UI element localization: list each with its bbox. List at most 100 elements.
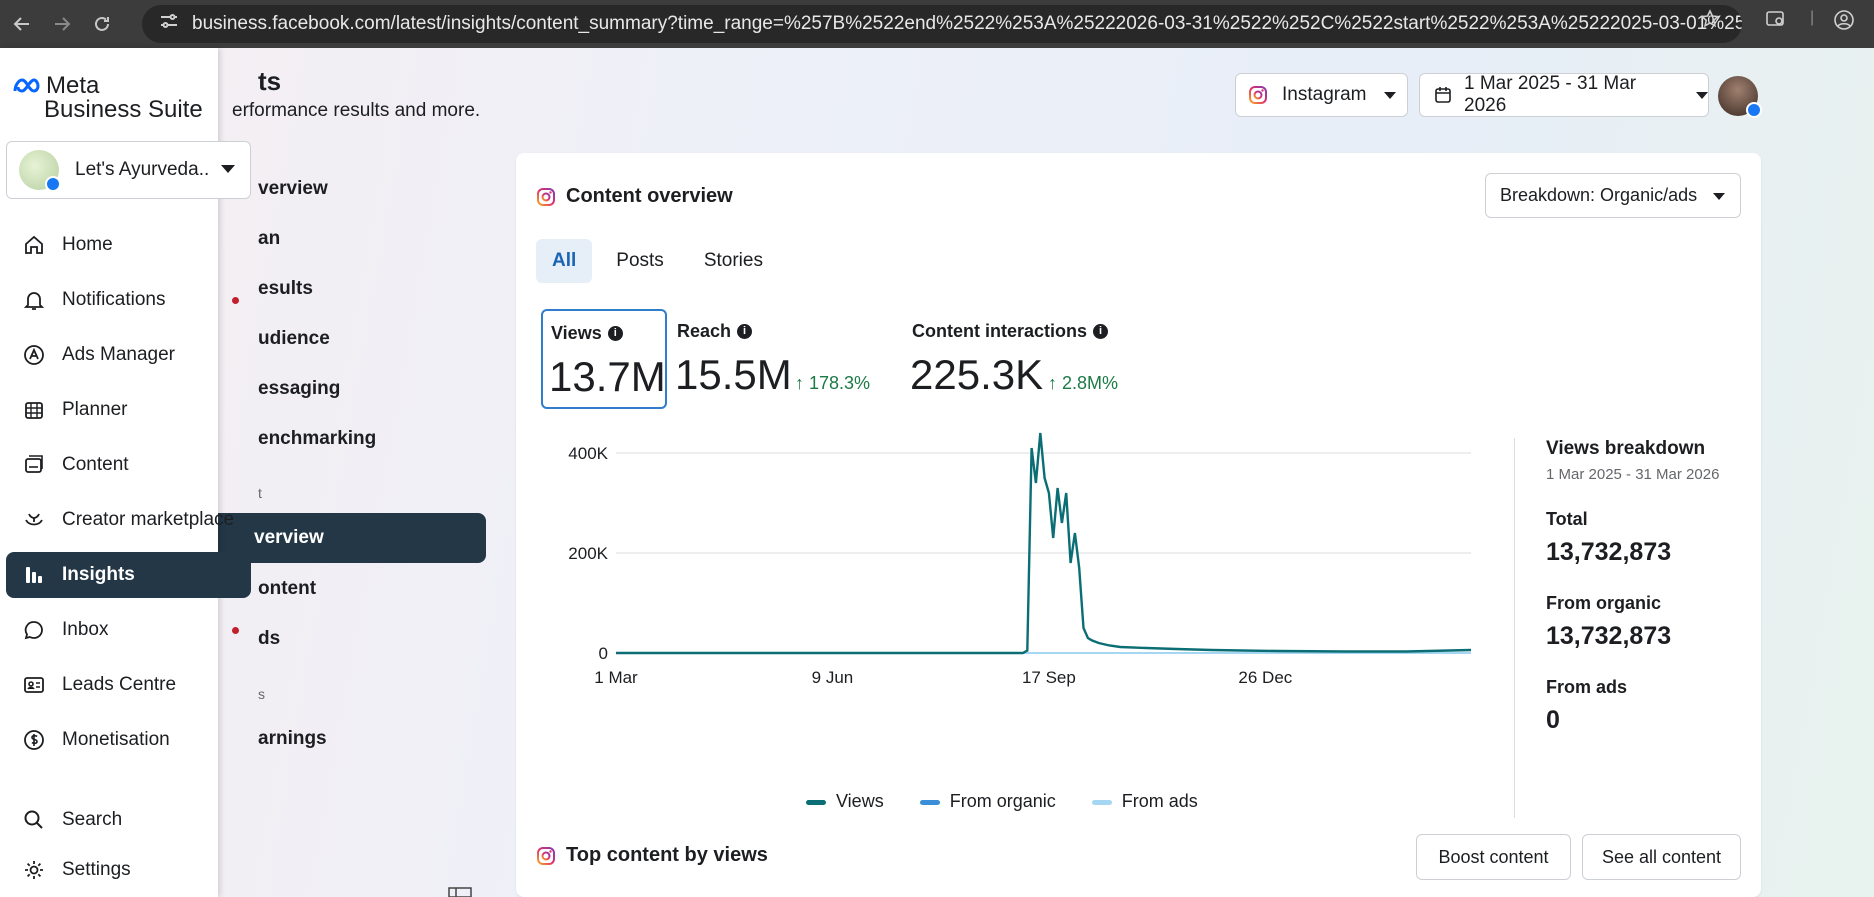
page-title: ts (258, 66, 282, 96)
breakdown-ads-label: From ads (1546, 677, 1628, 697)
page-background: ts erformance results and more. verview … (0, 48, 1874, 897)
inbox-dot (232, 627, 239, 634)
legend-swatch (806, 799, 826, 805)
insights-icon (20, 561, 48, 589)
more-icon (20, 772, 48, 786)
platform-selector[interactable]: Instagram (1235, 73, 1408, 117)
arrow-up-icon: ↑ (1048, 373, 1057, 393)
y-tick-label: 200K (568, 544, 608, 563)
legend-item-ads[interactable]: From ads (1091, 791, 1198, 812)
legend-item-views[interactable]: Views (806, 791, 884, 812)
subnav-item-content[interactable]: ontent (258, 578, 317, 599)
sidebar-item-label: Insights (62, 564, 135, 585)
notification-dot (232, 297, 239, 304)
subnav-item-plan[interactable]: an (258, 228, 281, 249)
sidebar-item-leads-centre[interactable]: Leads Centre (6, 662, 251, 708)
sidebar-item-label: Creator marketplace (62, 509, 235, 530)
platform-label: Instagram (1282, 84, 1367, 105)
metric-reach[interactable]: Reach i 15.5M ↑ 178.3% (669, 309, 889, 409)
legend-item-organic[interactable]: From organic (919, 791, 1056, 812)
subnav-item-audience[interactable]: udience (258, 328, 330, 349)
url-text: business.facebook.com/latest/insights/co… (192, 13, 1742, 34)
info-icon[interactable]: i (737, 324, 753, 339)
subnav-item-overview[interactable]: verview (258, 178, 328, 199)
subnav-section-earnings: s (258, 686, 265, 702)
y-tick-label: 0 (599, 644, 608, 663)
subnav-item-results[interactable]: esults (258, 278, 313, 299)
views-line-chart: 0 200K 400K 1 Mar 9 Jun 17 Sep 26 Dec (568, 432, 1472, 687)
facebook-badge-icon (1746, 102, 1762, 118)
instagram-icon (536, 846, 556, 866)
collapse-sidebar-icon[interactable] (448, 886, 472, 897)
card-title: Content overview (566, 185, 733, 207)
sidebar-item-planner[interactable]: Planner (6, 387, 251, 433)
sidebar-item-notifications[interactable]: Notifications (6, 277, 251, 323)
breakdown-dropdown[interactable]: Breakdown: Organic/ads (1485, 173, 1741, 218)
subnav-item-benchmarking[interactable]: enchmarking (258, 428, 377, 449)
sidebar-item-label: Settings (62, 859, 131, 880)
sidebar-item-insights[interactable]: Insights (6, 552, 251, 598)
sidebar-item-ads-manager[interactable]: Ads Manager (6, 332, 251, 378)
top-content-heading: Top content by views (536, 844, 768, 867)
subnav-item-earnings[interactable]: arnings (258, 728, 327, 749)
sidebar-item-search[interactable]: Search (6, 798, 226, 842)
reload-icon[interactable] (84, 6, 120, 42)
user-avatar[interactable] (1718, 76, 1762, 118)
home-icon (20, 231, 48, 259)
content-overview-heading: Content overview (536, 185, 733, 208)
sidebar-item-content[interactable]: Content (6, 442, 251, 488)
metric-value: 15.5M (675, 351, 792, 398)
profile-icon[interactable] (1833, 9, 1855, 36)
account-name: Let's Ayurveda... (75, 159, 211, 180)
metric-label: Reach (677, 321, 732, 341)
tab-stories[interactable]: Stories (703, 250, 763, 271)
subnav-item-content-overview[interactable]: verview (218, 513, 486, 563)
back-icon[interactable] (4, 6, 40, 42)
sidebar-item-label: Notifications (62, 289, 166, 310)
info-icon[interactable]: i (1093, 324, 1109, 339)
sidebar-item-creator-marketplace[interactable]: Creator marketplace (6, 497, 251, 543)
meta-logo-row: Meta (12, 72, 99, 100)
metric-change-value: 2.8M% (1062, 373, 1119, 393)
tab-all[interactable]: All (536, 239, 593, 283)
calendar-icon (1434, 86, 1452, 104)
date-range-label: 1 Mar 2025 - 31 Mar 2026 (1464, 73, 1637, 116)
search-icon (20, 809, 48, 831)
sidebar-item-settings[interactable]: Settings (6, 848, 226, 892)
sidebar-item-label: Monetisation (62, 729, 170, 750)
metric-views[interactable]: Views i 13.7M (541, 309, 667, 409)
meta-business-suite-logo[interactable]: Meta Business Suite (12, 70, 212, 123)
see-all-content-button[interactable]: See all content (1582, 834, 1741, 880)
main-sidebar: Meta Business Suite Let's Ayurveda... Ho… (0, 48, 251, 897)
subnav-item-ads[interactable]: ds (258, 628, 281, 649)
lens-icon[interactable] (1765, 9, 1787, 34)
address-bar[interactable]: business.facebook.com/latest/insights/co… (142, 5, 1742, 43)
date-range-selector[interactable]: 1 Mar 2025 - 31 Mar 2026 (1419, 73, 1709, 117)
sidebar-item-label: Leads Centre (62, 674, 177, 695)
subnav-section-content: t (258, 485, 262, 501)
page-subtitle: erformance results and more. (232, 100, 481, 121)
metric-content-interactions[interactable]: Content interactions i 225.3K ↑ 2.8M% (904, 309, 1164, 409)
forward-icon[interactable] (44, 6, 80, 42)
sidebar-item-monetisation[interactable]: Monetisation (6, 717, 251, 763)
calendar-icon (20, 396, 48, 424)
sidebar-item-label: Content (62, 454, 129, 475)
sidebar-item-inbox[interactable]: Inbox (6, 607, 251, 653)
content-icon (20, 451, 48, 479)
account-switcher[interactable]: Let's Ayurveda... (6, 141, 251, 199)
sidebar-item-more[interactable] (6, 772, 251, 786)
bookmark-star-icon[interactable] (1700, 9, 1720, 34)
chart-legend: Views From organic From ads (806, 791, 1198, 812)
subnav-item-messaging[interactable]: essaging (258, 378, 341, 399)
ads-manager-icon (20, 341, 48, 369)
boost-content-button[interactable]: Boost content (1416, 834, 1571, 880)
info-icon[interactable]: i (607, 326, 623, 341)
creator-icon (20, 506, 48, 534)
caret-down-icon (1713, 185, 1726, 206)
metric-value: 225.3K (910, 351, 1044, 398)
sidebar-item-home[interactable]: Home (6, 222, 251, 268)
site-info-icon[interactable] (160, 13, 178, 35)
legend-label: From ads (1121, 791, 1198, 811)
tab-posts[interactable]: Posts (616, 250, 664, 271)
breakdown-total-label: Total (1546, 509, 1588, 529)
